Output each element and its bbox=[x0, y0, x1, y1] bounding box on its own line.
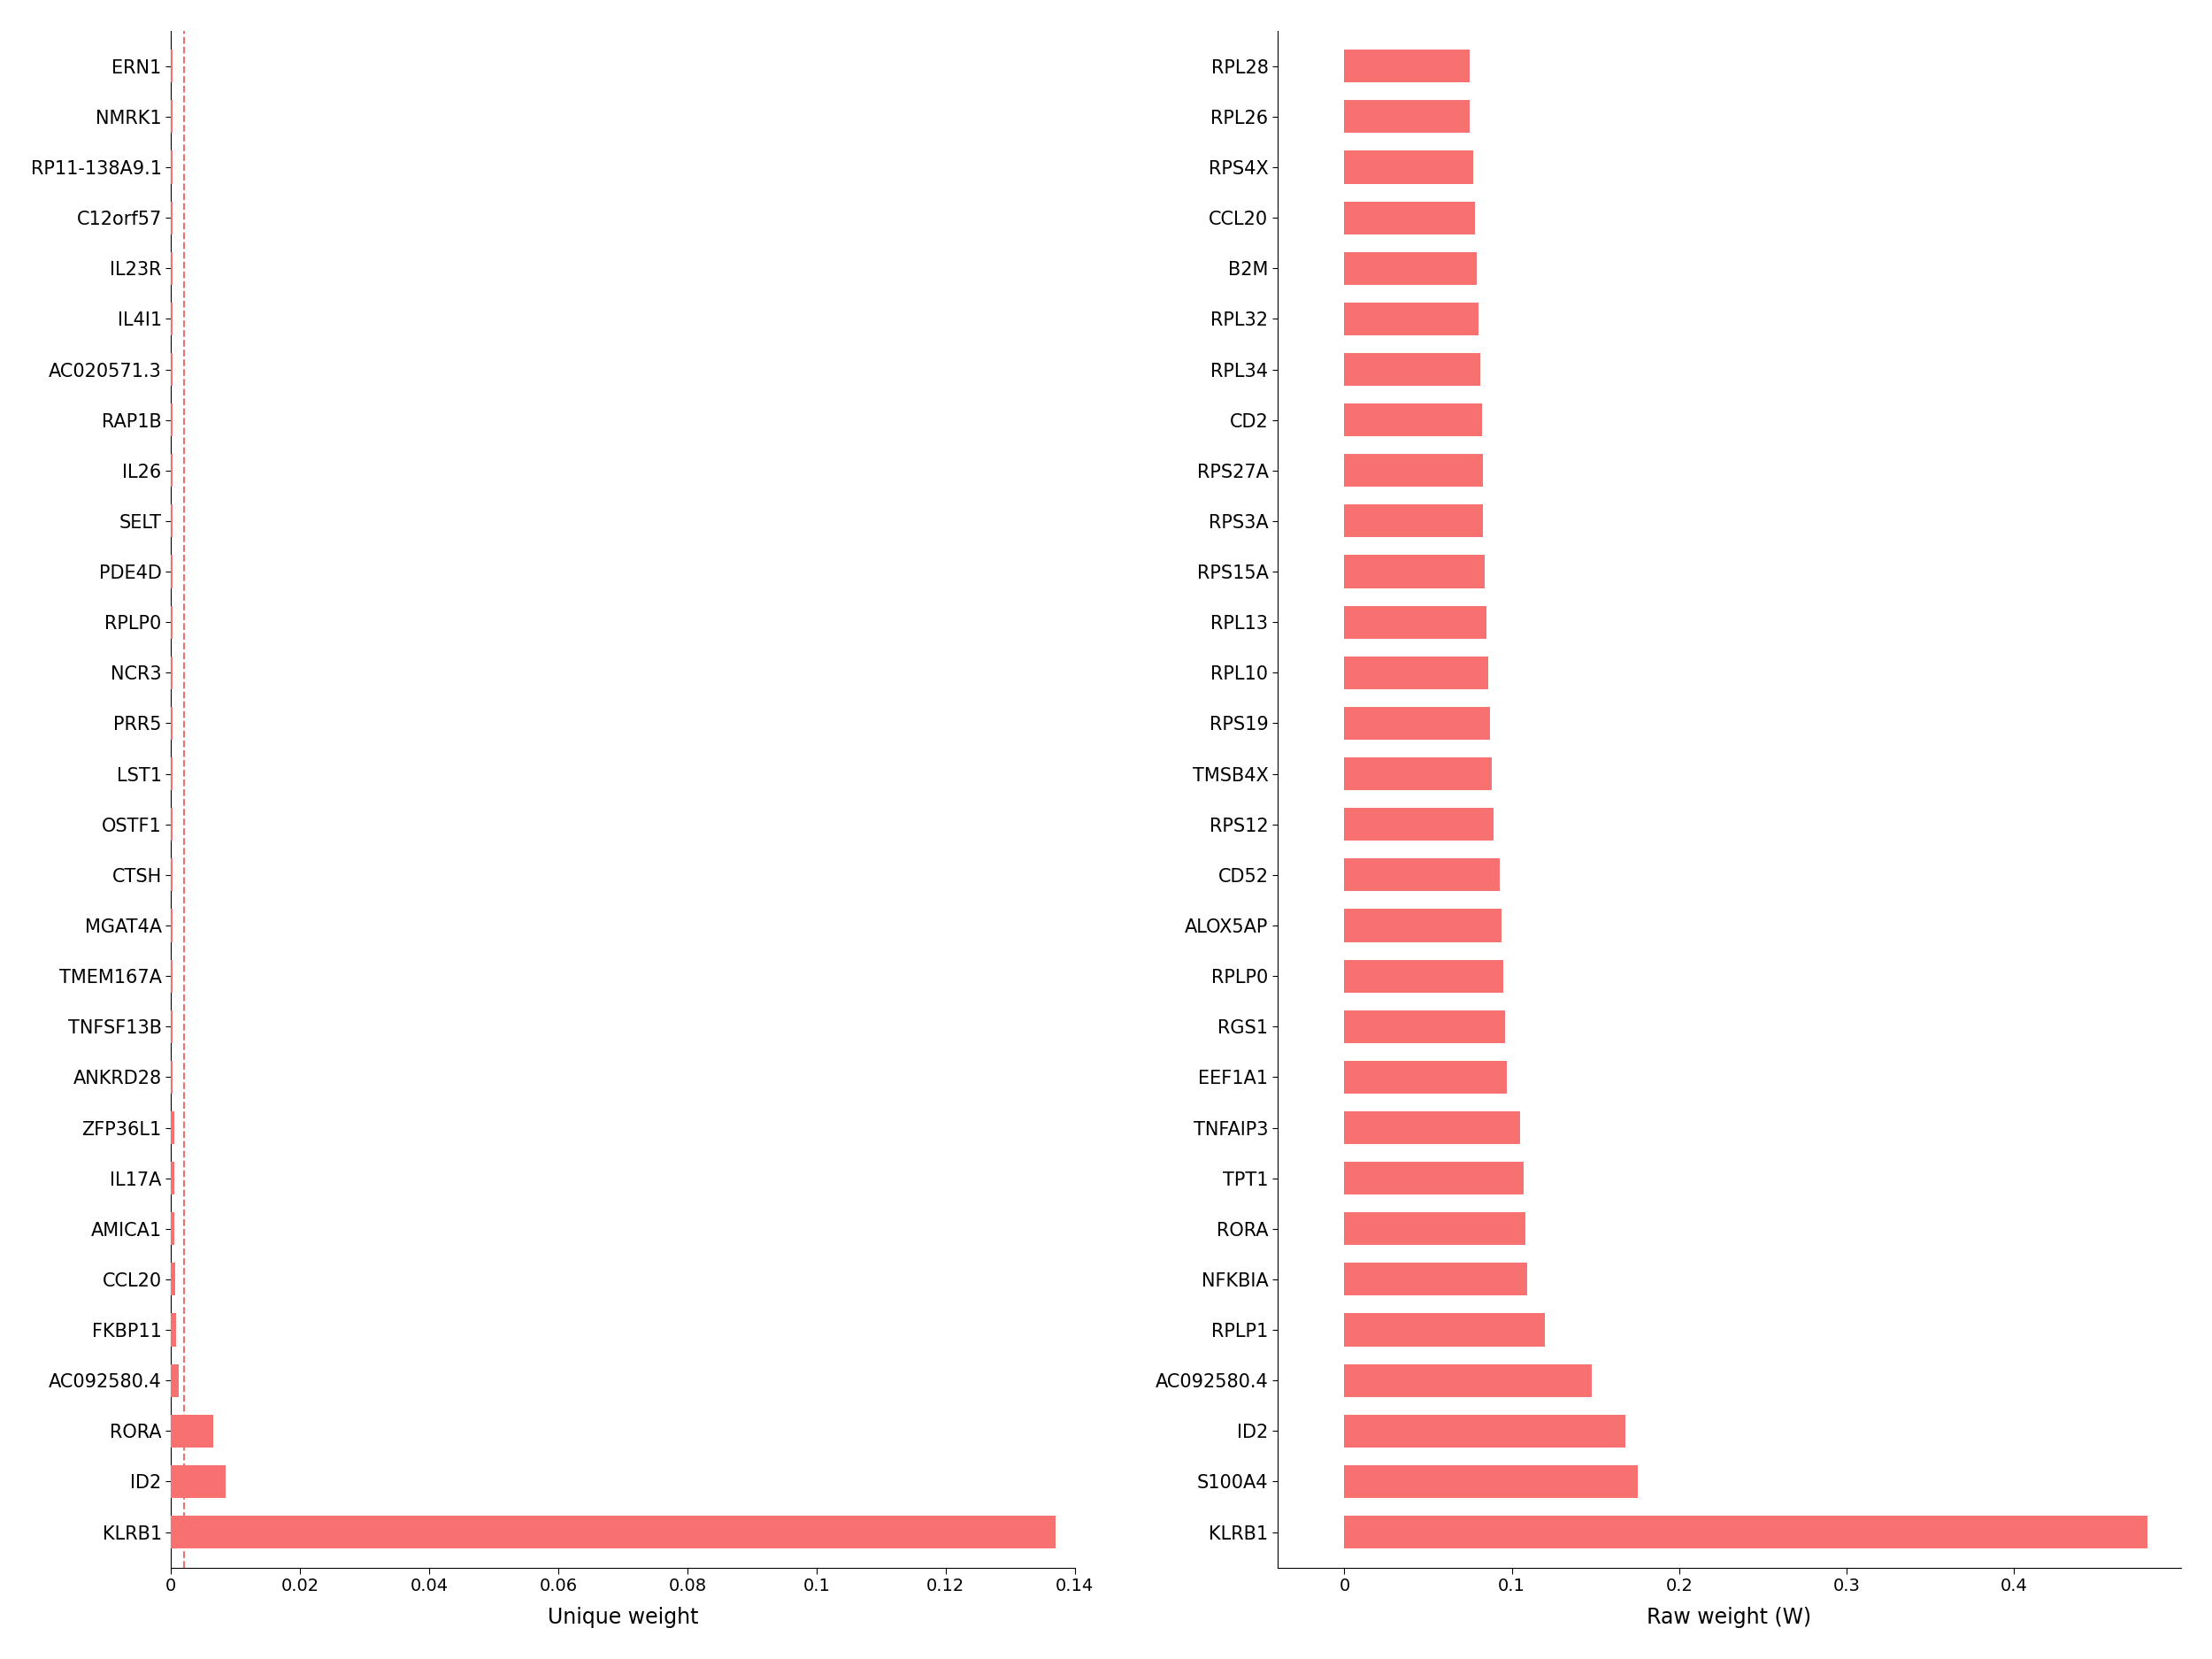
Bar bbox=[1345, 1364, 1593, 1397]
Bar bbox=[1345, 707, 1491, 740]
Bar bbox=[1345, 1060, 1506, 1093]
Bar bbox=[1345, 959, 1504, 992]
Bar bbox=[170, 1364, 179, 1397]
Bar bbox=[1345, 100, 1471, 133]
Bar bbox=[170, 1112, 175, 1145]
X-axis label: Unique weight: Unique weight bbox=[546, 1608, 699, 1627]
Bar bbox=[1345, 1213, 1526, 1246]
Bar bbox=[170, 1415, 212, 1447]
Bar bbox=[1345, 758, 1491, 790]
Bar bbox=[170, 1262, 175, 1296]
Bar bbox=[1345, 1314, 1546, 1347]
Bar bbox=[170, 1314, 177, 1347]
Bar bbox=[170, 1213, 175, 1246]
Bar bbox=[1345, 504, 1484, 538]
Bar bbox=[1345, 909, 1502, 942]
Bar bbox=[1345, 606, 1486, 639]
X-axis label: Raw weight (W): Raw weight (W) bbox=[1648, 1608, 1812, 1627]
Bar bbox=[1345, 353, 1480, 387]
Bar bbox=[1345, 403, 1482, 436]
Bar bbox=[1345, 1516, 2148, 1548]
Bar bbox=[1345, 1010, 1504, 1044]
Bar bbox=[1345, 151, 1473, 184]
Bar bbox=[1345, 556, 1484, 587]
Bar bbox=[170, 1161, 175, 1194]
Bar bbox=[1345, 1465, 1637, 1498]
Bar bbox=[1345, 657, 1489, 688]
Bar bbox=[1345, 808, 1493, 841]
Bar bbox=[1345, 252, 1478, 285]
Bar bbox=[1345, 1262, 1526, 1296]
Bar bbox=[1345, 1161, 1524, 1194]
Bar bbox=[1345, 858, 1500, 891]
Bar bbox=[1345, 50, 1471, 83]
Bar bbox=[1345, 302, 1478, 335]
Bar bbox=[1345, 201, 1475, 234]
Bar bbox=[170, 1465, 226, 1498]
Bar bbox=[1345, 1112, 1520, 1145]
Bar bbox=[170, 1516, 1055, 1548]
Bar bbox=[1345, 1415, 1626, 1447]
Bar bbox=[1345, 455, 1484, 488]
